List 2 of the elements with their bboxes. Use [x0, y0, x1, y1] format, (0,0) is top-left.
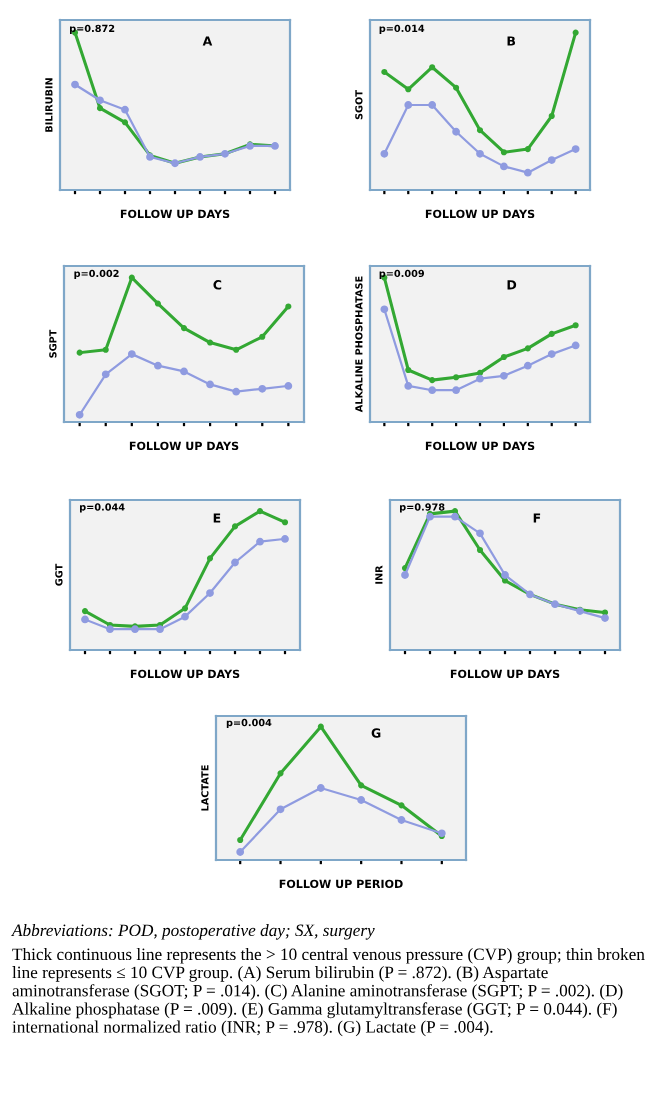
text: Thick continuous line represents the > 10 central venous pressure (CVP) group; thin broken line represents ≤ 10 CVP group. (A) Serum bilirubin (P = .872). (B) Aspartate aminotransferase (SGOT; P = .014). (C) Alanine aminotransferase (SGPT; P = .002). (D) Alkaline phosphatase (P = .009). (E) Gamma glutamyltransferase (GGT; P = 0.044). (F) international normalized ratio (INR; P = .978). (G) Lactate (P = .004).	[12, 948, 645, 1037]
text: Abbreviations: POD, postoperative day; SX, surgery	[11, 924, 375, 940]
